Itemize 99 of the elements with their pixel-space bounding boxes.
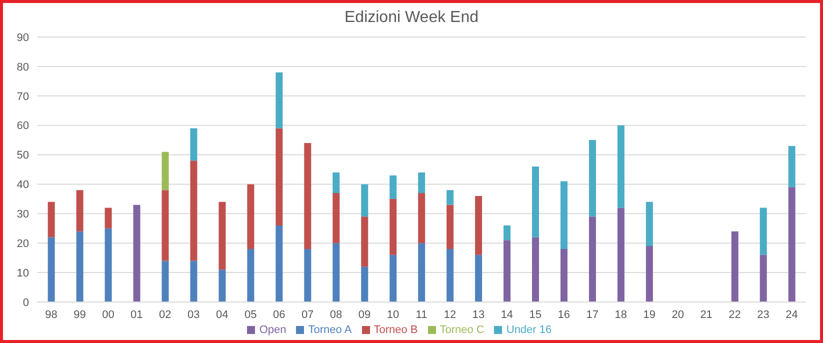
bar — [361, 266, 368, 302]
bar — [646, 246, 653, 302]
x-tick-label: 07 — [301, 308, 314, 321]
bar — [247, 249, 254, 302]
y-tick-label: 10 — [16, 267, 29, 280]
y-tick-label: 0 — [22, 296, 29, 309]
bar — [390, 198, 397, 255]
bar — [304, 143, 312, 249]
chart-title: Edizioni Week End — [344, 9, 480, 28]
bar — [304, 249, 312, 302]
x-tick-label: 11 — [416, 308, 428, 321]
x-tick-label: 18 — [614, 308, 627, 321]
bar — [418, 243, 426, 302]
bar — [190, 128, 198, 161]
x-tick-label: 12 — [444, 308, 456, 321]
bar — [247, 184, 254, 249]
bar — [361, 216, 368, 267]
bar — [788, 146, 796, 188]
bar — [332, 243, 340, 302]
bar — [276, 72, 283, 128]
x-tick-label: 02 — [159, 308, 172, 321]
bar — [588, 140, 596, 217]
x-tick-label: 15 — [529, 308, 542, 321]
x-tick-label: 14 — [500, 308, 514, 321]
x-tick-label: 00 — [102, 308, 114, 321]
bar — [617, 208, 624, 302]
bar — [560, 249, 568, 302]
bar — [475, 254, 482, 302]
x-tick-label: 21 — [700, 308, 712, 321]
bar — [162, 190, 169, 261]
bar — [361, 184, 368, 217]
bar — [162, 152, 169, 190]
x-tick-label: 22 — [728, 308, 741, 321]
bar — [588, 216, 596, 302]
bar — [276, 128, 283, 226]
bar — [190, 260, 198, 302]
bar — [532, 166, 540, 238]
y-tick-label: 90 — [16, 32, 29, 44]
y-tick-label: 50 — [16, 150, 29, 162]
bar — [731, 231, 738, 302]
bar — [446, 190, 454, 205]
x-tick-label: 24 — [786, 308, 798, 321]
bar — [617, 125, 624, 208]
bar — [475, 196, 482, 255]
bar — [48, 237, 55, 302]
x-tick-label: 16 — [558, 308, 570, 321]
bar — [788, 187, 796, 302]
bar — [190, 160, 198, 261]
bar — [76, 231, 84, 302]
x-tick-label: 10 — [386, 308, 400, 321]
bar — [76, 190, 84, 232]
y-tick-label: 30 — [16, 208, 29, 221]
bar — [276, 225, 283, 302]
bar — [418, 172, 426, 194]
x-tick-label: 06 — [272, 308, 286, 321]
legend-label: Under 16 — [506, 324, 552, 336]
bar — [162, 260, 169, 302]
x-tick-label: 03 — [188, 308, 200, 321]
bar — [218, 202, 226, 270]
x-tick-label: 20 — [672, 308, 684, 321]
bar — [760, 254, 767, 302]
bar — [332, 193, 340, 244]
bar — [104, 228, 112, 302]
x-tick-label: 23 — [757, 308, 770, 321]
bar — [418, 193, 426, 244]
legend-label: Torneo B — [374, 324, 418, 336]
x-tick-label: 13 — [472, 308, 485, 321]
x-tick-label: 99 — [74, 308, 86, 321]
x-tick-label: 08 — [330, 308, 342, 321]
y-tick-label: 20 — [16, 238, 29, 250]
x-tick-label: 09 — [358, 308, 371, 321]
bar — [104, 208, 112, 228]
legend-label: Torneo A — [308, 324, 352, 336]
bar — [332, 172, 340, 194]
bar — [48, 202, 55, 238]
bar — [390, 254, 397, 302]
y-tick-label: 70 — [16, 90, 29, 103]
bar — [446, 249, 454, 302]
bar — [560, 181, 568, 249]
x-tick-label: 19 — [643, 308, 656, 321]
y-tick-label: 80 — [16, 61, 29, 74]
x-tick-label: 04 — [216, 308, 228, 321]
bar — [504, 240, 511, 302]
x-tick-label: 05 — [244, 308, 257, 321]
x-tick-label: 98 — [45, 308, 58, 321]
bar — [218, 270, 226, 302]
x-tick-label: 01 — [130, 308, 143, 321]
bar — [646, 202, 653, 246]
bar — [133, 204, 140, 302]
legend-label: Torneo C — [440, 324, 484, 336]
bar — [760, 208, 767, 255]
y-tick-label: 60 — [16, 120, 29, 132]
bar — [504, 225, 511, 240]
bar — [390, 175, 397, 199]
bar — [446, 204, 454, 249]
x-tick-label: 17 — [586, 308, 599, 321]
legend-label: Open — [259, 324, 286, 336]
y-tick-label: 40 — [16, 179, 29, 192]
bar — [532, 237, 540, 302]
